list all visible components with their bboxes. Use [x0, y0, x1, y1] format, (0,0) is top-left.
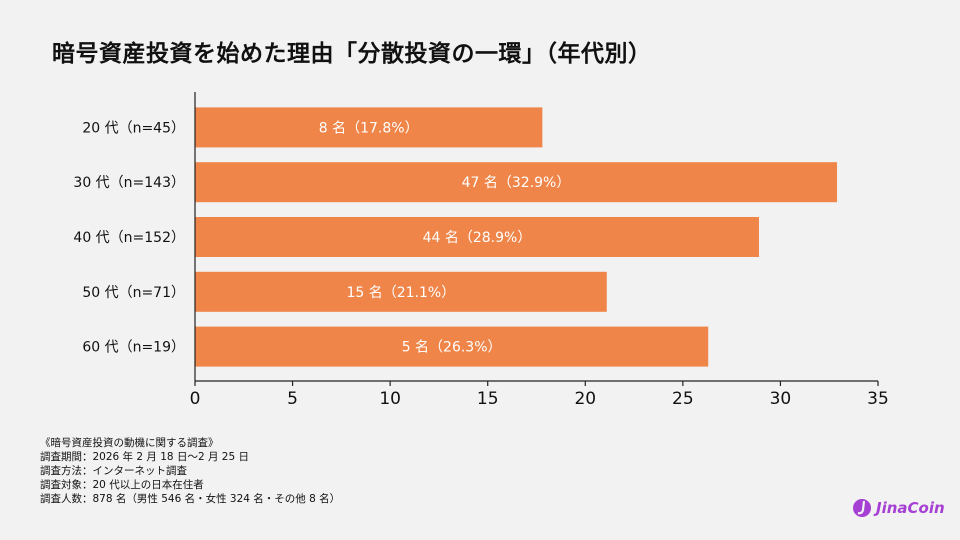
category-label: 50 代（n=71） — [82, 285, 185, 301]
data-label: 15 名（21.1%） — [347, 285, 456, 301]
chart-title: 暗号資産投資を始めた理由「分散投資の一環」（年代別） — [52, 41, 652, 67]
survey-notes: 《暗号資産投資の動機に関する調査》 調査期間：2026 年 2 月 18 日〜2… — [40, 436, 340, 506]
x-tick-label: 5 — [287, 389, 298, 409]
data-label: 8 名（17.8%） — [319, 120, 419, 136]
logo-text: JinaCoin — [876, 499, 945, 517]
note-line: 調査対象：20 代以上の日本在住者 — [40, 479, 204, 491]
note-line: 調査人数：878 名（男性 546 名・女性 324 名・その他 8 名） — [40, 493, 341, 505]
x-tick-label: 10 — [379, 389, 401, 409]
x-tick-label: 0 — [190, 389, 201, 409]
x-tick-label: 35 — [867, 389, 889, 409]
category-label: 20 代（n=45） — [82, 120, 185, 136]
bar — [195, 326, 709, 367]
x-tick-label: 20 — [574, 389, 596, 409]
bar-chart: 8 名（17.8%） 20 代（n=45） 47 名（32.9%） 30 代（n=14… — [73, 92, 889, 409]
bar — [195, 271, 607, 312]
x-tick-label: 25 — [672, 389, 694, 409]
note-line: 《暗号資産投資の動機に関する調査》 — [40, 437, 219, 449]
jinacoin-logo-icon — [853, 499, 871, 517]
data-label: 47 名（32.9%） — [462, 175, 571, 191]
category-label: 60 代（n=19） — [82, 340, 185, 356]
category-label: 30 代（n=143） — [73, 175, 185, 191]
note-line: 調査方法：インターネット調査 — [40, 465, 187, 477]
note-line: 調査期間：2026 年 2 月 18 日〜2 月 25 日 — [40, 451, 250, 463]
data-label: 44 名（28.9%） — [423, 230, 532, 246]
bar — [195, 162, 838, 203]
bar — [195, 107, 543, 148]
data-label: 5 名（26.3%） — [402, 340, 502, 356]
x-tick-label: 15 — [477, 389, 499, 409]
jinacoin-logo: JinaCoin — [852, 498, 945, 518]
x-tick-label: 30 — [770, 389, 792, 409]
category-label: 40 代（n=152） — [73, 230, 185, 246]
bar — [195, 217, 759, 257]
